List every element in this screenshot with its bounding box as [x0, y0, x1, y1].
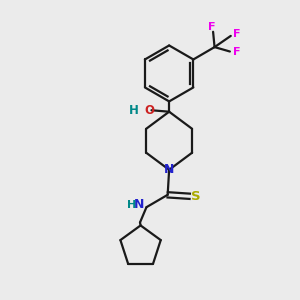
Text: N: N — [134, 198, 144, 211]
Text: H: H — [127, 200, 136, 210]
Text: F: F — [208, 22, 216, 32]
Text: O: O — [144, 104, 154, 117]
Text: H: H — [129, 104, 139, 117]
Text: F: F — [232, 47, 240, 57]
Text: S: S — [191, 190, 201, 203]
Text: N: N — [164, 163, 174, 176]
Text: F: F — [233, 29, 241, 39]
